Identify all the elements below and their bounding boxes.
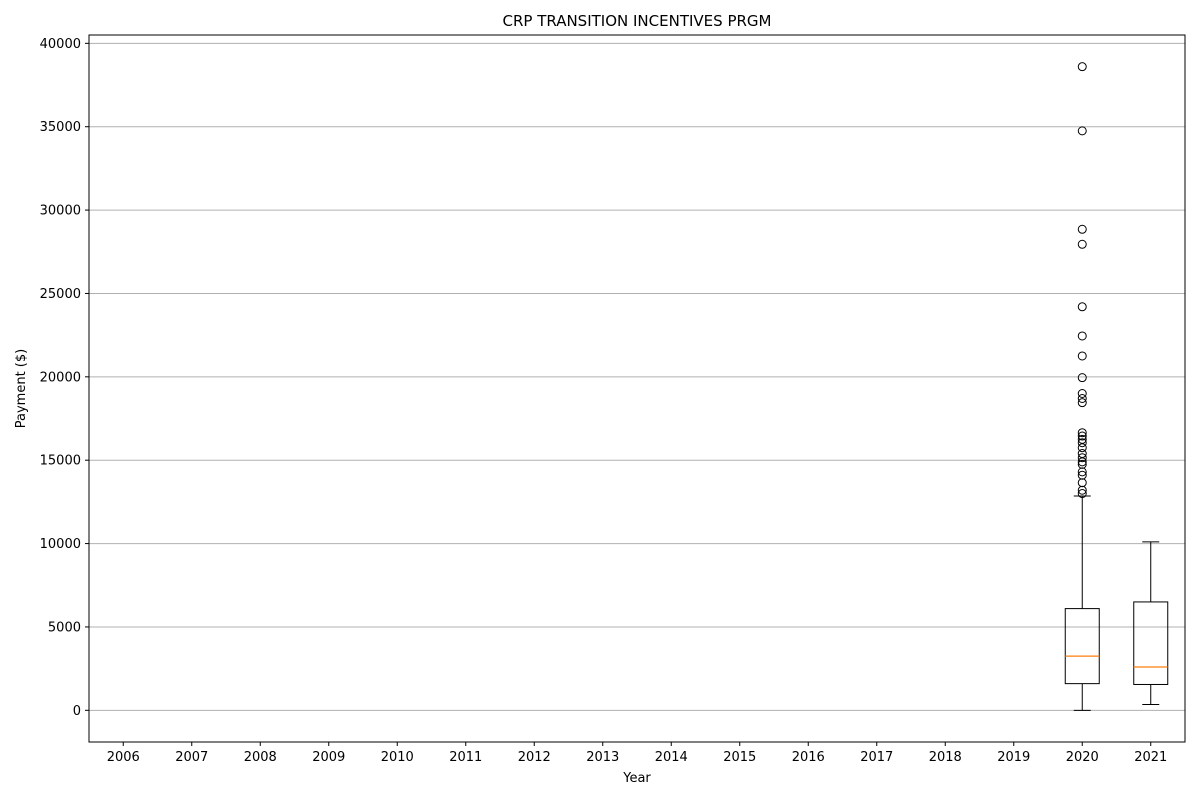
outlier-point: [1077, 126, 1087, 136]
y-tick-label: 10000: [40, 537, 81, 552]
plot-area-frame: [88, 34, 1186, 743]
x-tick-label: 2019: [997, 750, 1030, 765]
outlier-point: [1077, 224, 1087, 234]
y-tick-label: 0: [73, 704, 81, 719]
chart-title: CRP TRANSITION INCENTIVES PRGM: [503, 12, 772, 30]
y-tick-label: 15000: [40, 454, 81, 469]
outlier-point: [1077, 438, 1087, 448]
outlier-point: [1077, 373, 1087, 383]
iqr-box: [1064, 608, 1100, 685]
outlier-point: [1077, 467, 1087, 477]
outlier-point: [1077, 428, 1087, 438]
x-tick-label: 2016: [792, 750, 825, 765]
outlier-point: [1077, 478, 1087, 488]
x-tick-label: 2017: [860, 750, 893, 765]
outlier-point: [1077, 485, 1087, 495]
x-tick-label: 2010: [381, 750, 414, 765]
outlier-point: [1077, 62, 1087, 72]
grid-lines: [89, 42, 1185, 711]
y-tick-label: 20000: [40, 370, 81, 385]
box-2021: [1133, 541, 1169, 705]
x-tick-label: 2015: [723, 750, 756, 765]
iqr-box: [1133, 601, 1169, 685]
outlier-point: [1077, 431, 1087, 441]
outlier-point: [1077, 394, 1087, 404]
outlier-point: [1077, 302, 1087, 312]
y-tick-label: 40000: [40, 37, 81, 52]
x-axis-label: Year: [622, 771, 651, 786]
outlier-point: [1077, 453, 1087, 463]
outlier-point: [1077, 389, 1087, 399]
x-tick-label: 2018: [929, 750, 962, 765]
x-tick-label: 2012: [518, 750, 551, 765]
y-axis-label: Payment ($): [14, 349, 29, 428]
x-tick-label: 2011: [449, 750, 482, 765]
y-tick-label: 25000: [40, 287, 81, 302]
x-tick-label: 2006: [107, 750, 140, 765]
x-axis-ticks: 2006 2007 2008 2009 2010 2011 2012 2013 2014 2015…: [107, 742, 1167, 765]
outlier-point: [1077, 457, 1087, 467]
box-2020: [1064, 62, 1100, 711]
outlier-point: [1077, 489, 1087, 499]
y-tick-label: 35000: [40, 120, 81, 135]
y-tick-label: 5000: [48, 620, 81, 635]
outlier-point: [1077, 351, 1087, 361]
x-tick-label: 2009: [312, 750, 345, 765]
outlier-point: [1077, 398, 1087, 408]
outlier-point: [1077, 239, 1087, 249]
x-tick-label: 2014: [655, 750, 688, 765]
outlier-point: [1077, 331, 1087, 341]
outlier-point: [1077, 443, 1087, 453]
x-tick-label: 2020: [1066, 750, 1099, 765]
x-tick-label: 2021: [1134, 750, 1167, 765]
x-tick-label: 2008: [244, 750, 277, 765]
x-tick-label: 2013: [586, 750, 619, 765]
y-tick-label: 30000: [40, 204, 81, 219]
x-tick-label: 2007: [175, 750, 208, 765]
box-plot-series: [1064, 62, 1169, 711]
y-axis-ticks: 0 5000 10000 15000 20000 25000 30000 35000 40000: [40, 37, 89, 719]
